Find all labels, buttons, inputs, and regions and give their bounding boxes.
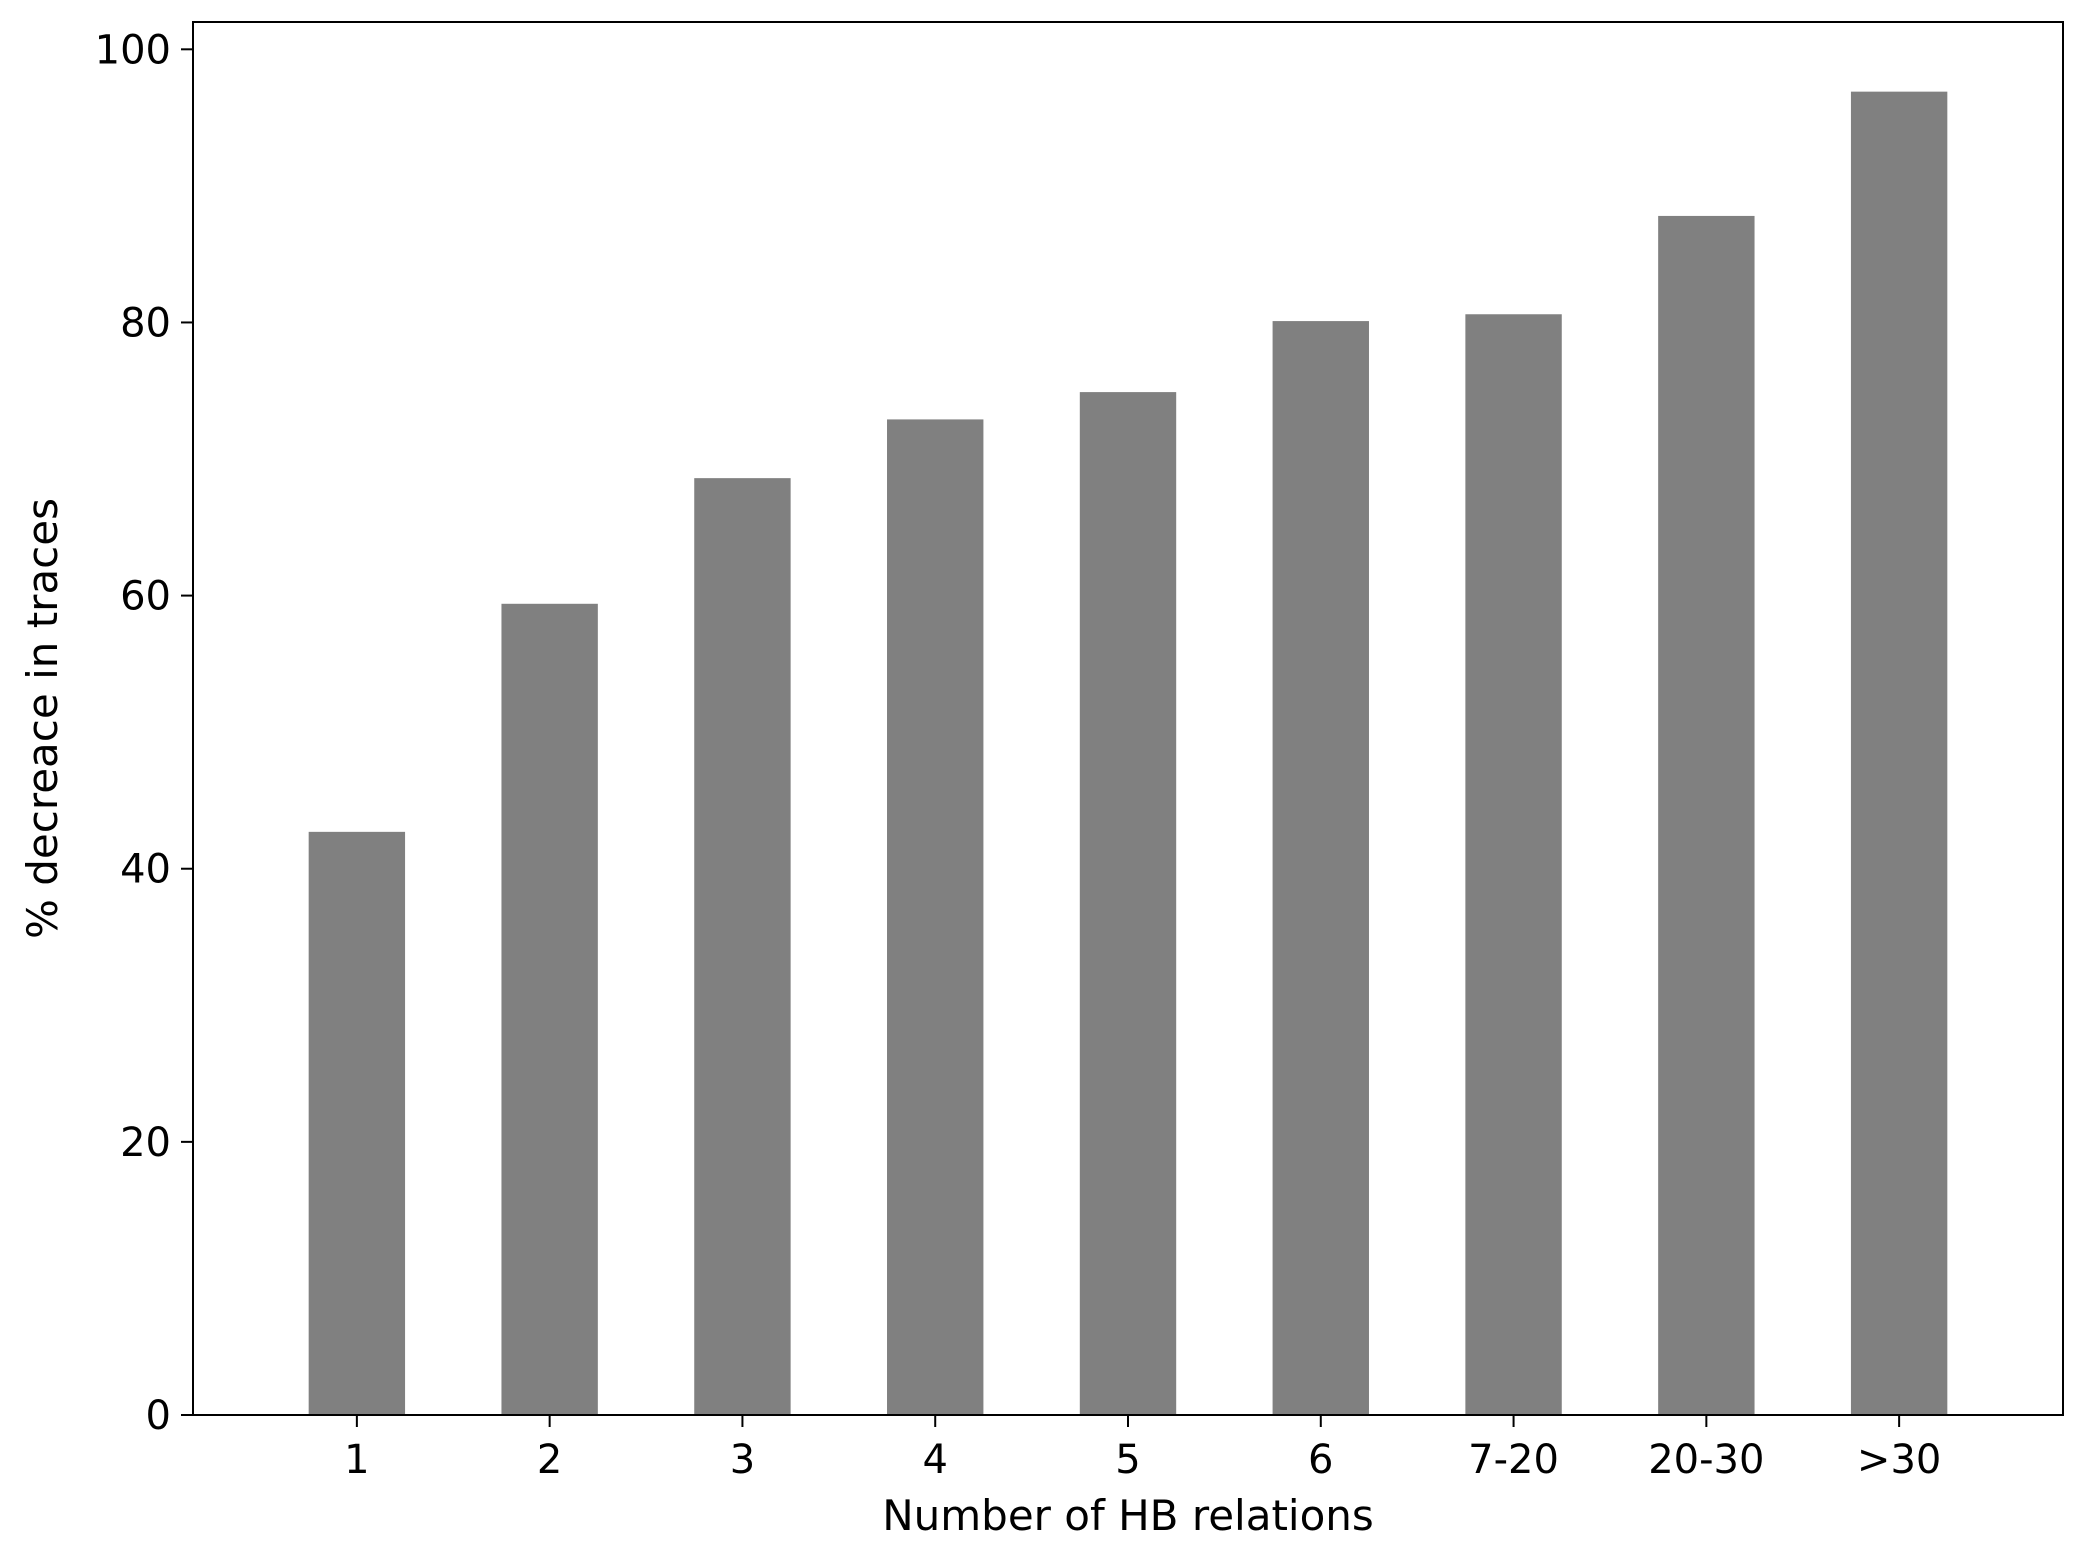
- y-tick-label: 0: [146, 1393, 171, 1439]
- bar-5: [1272, 321, 1369, 1415]
- ticks-layer: 1 2 3 4 5 6 7-20 20-30 >30 0 20 40 60 80 100: [95, 27, 1942, 1483]
- x-tick-label: >30: [1857, 1437, 1941, 1483]
- x-tick-label: 4: [922, 1437, 947, 1483]
- x-tick-label: 20-30: [1648, 1437, 1764, 1483]
- x-axis-title: Number of HB relations: [882, 1491, 1374, 1540]
- bar-2: [694, 478, 791, 1415]
- bar-8: [1850, 91, 1948, 1415]
- x-tick-label: 6: [1308, 1437, 1333, 1483]
- y-axis-title: % decreace in traces: [18, 498, 67, 939]
- y-tick-label: 80: [120, 300, 171, 346]
- y-tick-label: 20: [120, 1120, 171, 1166]
- x-tick-label: 3: [730, 1437, 755, 1483]
- bar-6: [1465, 314, 1562, 1416]
- bar-4: [1079, 392, 1177, 1416]
- plot-area-frame: [192, 21, 2064, 1416]
- x-tick-label: 7-20: [1468, 1437, 1559, 1483]
- bars-layer: [308, 91, 1948, 1416]
- x-tick-label: 5: [1115, 1437, 1140, 1483]
- bar-1: [501, 603, 598, 1415]
- x-tick-label: 1: [344, 1437, 369, 1483]
- bar-0: [308, 831, 406, 1415]
- y-tick-label: 40: [120, 847, 171, 893]
- x-tick-label: 2: [537, 1437, 562, 1483]
- y-tick-label: 100: [95, 27, 171, 73]
- y-tick-label: 60: [120, 574, 171, 620]
- bar-3: [887, 419, 984, 1416]
- bar-7: [1658, 215, 1755, 1415]
